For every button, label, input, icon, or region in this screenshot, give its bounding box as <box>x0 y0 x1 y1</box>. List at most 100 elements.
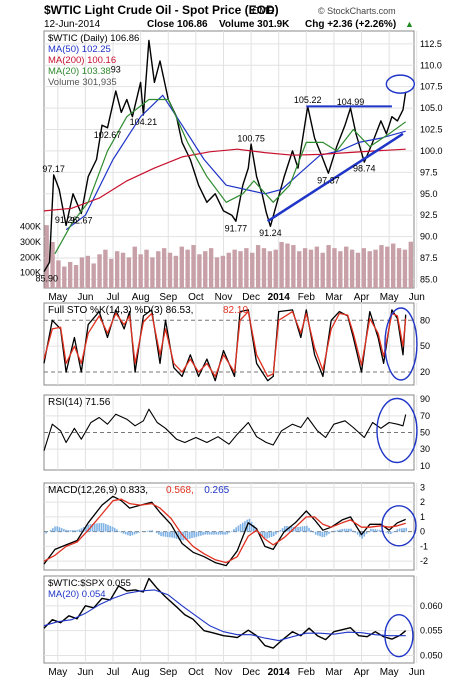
macd-histogram-bar <box>273 532 275 537</box>
macd-histogram-bar <box>56 526 58 531</box>
macd-histogram-bar <box>319 532 321 537</box>
macd-histogram-bar <box>81 528 83 531</box>
date-label: 12-Jun-2014 <box>44 19 101 30</box>
price-data-label: 85.90 <box>35 274 58 284</box>
price-y-tick-label: 97.5 <box>420 167 438 177</box>
ratio-month-label: 2014 <box>268 667 291 678</box>
ratio-month-label: May <box>380 667 399 678</box>
volume-bar <box>326 245 330 288</box>
macd-histogram-bar <box>118 531 120 532</box>
price-data-label: 91.24 <box>259 228 282 238</box>
price-month-label: May <box>48 292 67 303</box>
change-arrow-icon: ▲ <box>405 19 414 29</box>
price-y-tick-label: 100.0 <box>420 146 443 156</box>
volume-bar <box>232 250 236 288</box>
macd-histogram-bar <box>136 532 138 534</box>
macd-histogram-bar <box>204 532 206 535</box>
price-month-label: Mar <box>325 292 343 303</box>
volume-bar <box>409 242 413 288</box>
macd-histogram-bar <box>169 532 171 538</box>
volume-bar <box>215 257 219 288</box>
macd-histogram-bar <box>366 532 368 534</box>
macd-histogram-bar <box>271 532 273 537</box>
volume-bar <box>268 251 272 288</box>
macd-histogram-bar <box>202 532 204 535</box>
price-month-label: Apr <box>354 292 370 303</box>
macd-histogram-bar <box>235 527 237 531</box>
macd-histogram-bar <box>280 530 282 532</box>
price-month-label: Dec <box>242 292 260 303</box>
ratio-month-label: Aug <box>132 667 150 678</box>
volume-bar <box>150 257 154 288</box>
macd-histogram-bar <box>76 530 78 531</box>
volume-bar <box>256 245 260 288</box>
volume-bar <box>344 247 348 288</box>
volume-bar <box>291 245 295 288</box>
volume-bar <box>338 251 342 288</box>
macd-histogram-bar <box>277 532 279 533</box>
macd-histogram-bar <box>238 526 240 532</box>
macd-histogram-bar <box>123 532 125 534</box>
volume-bar <box>379 245 383 288</box>
volume-bar <box>91 263 95 288</box>
close-label: Close 106.86 <box>147 19 208 30</box>
macd-histogram-bar <box>101 523 103 532</box>
macd-histogram-bar <box>313 532 315 533</box>
macd-histogram-bar <box>377 530 379 532</box>
macd-histogram-bar <box>193 532 195 538</box>
ratio-month-label: Dec <box>242 667 260 678</box>
volume-bar <box>97 254 101 288</box>
macd-histogram-bar <box>231 531 233 532</box>
ratio-legend-1: MA(20) 0.054 <box>48 589 106 600</box>
volume-bar <box>356 253 360 288</box>
ratio-month-label: Apr <box>354 667 370 678</box>
price-y-tick-label: 92.5 <box>420 210 438 220</box>
macd-histogram-bar <box>50 530 52 532</box>
macd-histogram-bar <box>218 532 220 535</box>
macd-histogram-bar <box>304 526 306 532</box>
stoch-legend-0: Full STO %K(14,3) %D(3) 86.53, <box>48 305 193 316</box>
macd-histogram-bar <box>386 532 388 533</box>
volume-bar <box>244 248 248 288</box>
volume-bar <box>373 250 377 288</box>
price-y-tick-label: 85.0 <box>420 274 438 284</box>
volume-tick-label: 300K <box>20 237 41 247</box>
macd-histogram-bar <box>200 532 202 536</box>
price-data-label: 102.67 <box>94 130 122 140</box>
macd-histogram-bar <box>337 530 339 532</box>
macd-histogram-bar <box>233 529 235 532</box>
macd-histogram-bar <box>229 532 231 533</box>
volume-bar <box>279 242 283 288</box>
macd-histogram-bar <box>308 528 310 532</box>
macd-histogram-bar <box>125 532 127 535</box>
macd-histogram-bar <box>240 524 242 532</box>
volume-bar <box>309 250 313 288</box>
price-legend-2: MA(200) 100.16 <box>48 55 116 66</box>
macd-histogram-bar <box>220 532 222 535</box>
macd-histogram-bar <box>145 531 147 532</box>
price-data-label: 100.75 <box>237 134 265 144</box>
macd-histogram-bar <box>79 529 81 531</box>
ratio-month-label: Feb <box>298 667 316 678</box>
price-data-label: 105.22 <box>294 95 322 105</box>
rsi-y-tick-label: 10 <box>420 461 430 471</box>
panels-group: 112.5110.0107.5105.0102.5100.097.595.092… <box>20 31 443 678</box>
price-month-label: Oct <box>188 292 204 303</box>
volume-bar <box>109 259 113 288</box>
stoch-y-tick-label: 20 <box>420 367 430 377</box>
price-legend-4: Volume 301,935 <box>48 77 117 88</box>
macd-histogram-bar <box>346 529 348 532</box>
volume-bar <box>238 251 242 288</box>
macd-histogram-bar <box>196 532 198 537</box>
macd-histogram-bar <box>112 527 114 532</box>
price-data-label: 93 <box>111 65 121 75</box>
price-month-label: May <box>380 292 399 303</box>
macd-histogram-bar <box>213 532 215 535</box>
price-data-label: 104.99 <box>337 97 365 107</box>
volume-bar <box>262 248 266 288</box>
volume-bar <box>385 247 389 288</box>
macd-histogram-bar <box>211 532 213 535</box>
volume-bar <box>350 250 354 288</box>
